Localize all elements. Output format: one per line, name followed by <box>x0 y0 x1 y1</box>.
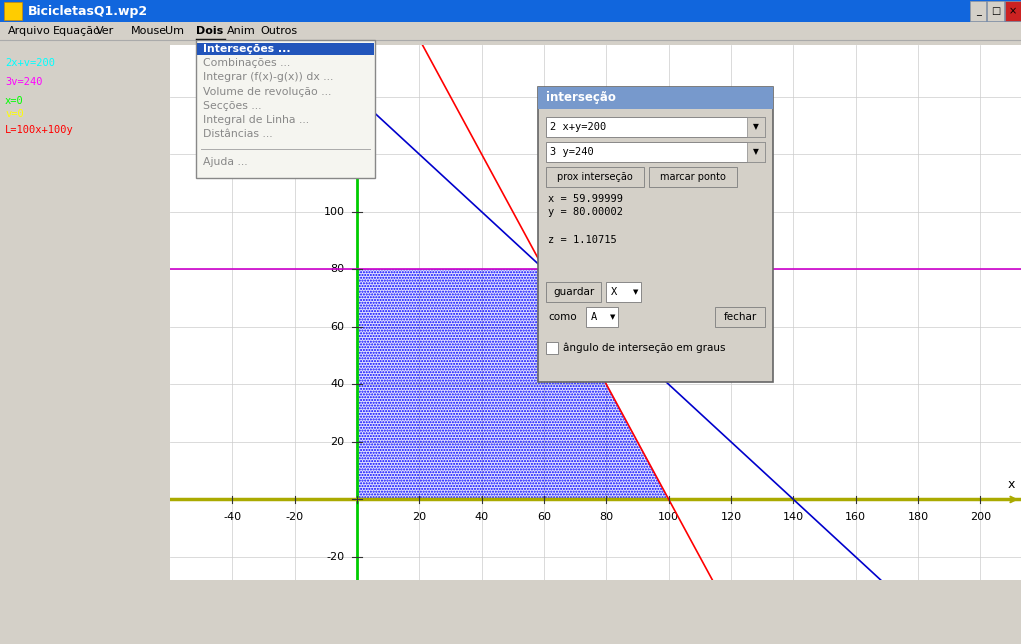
Text: Equação: Equação <box>53 26 101 36</box>
Text: 140: 140 <box>783 513 804 522</box>
Text: ×: × <box>1009 6 1017 16</box>
Text: guardar: guardar <box>553 287 594 297</box>
Text: -40: -40 <box>224 513 241 522</box>
Text: y = 80.00002: y = 80.00002 <box>548 207 623 217</box>
Text: v=0: v=0 <box>5 109 23 119</box>
Text: L=100x+100y: L=100x+100y <box>5 125 74 135</box>
Text: 120: 120 <box>324 149 344 159</box>
Text: ▼: ▼ <box>753 147 759 156</box>
Text: 80: 80 <box>599 513 614 522</box>
Text: interseção: interseção <box>546 91 616 104</box>
Text: 120: 120 <box>721 513 741 522</box>
Text: 40: 40 <box>331 379 344 390</box>
Text: X: X <box>611 287 618 297</box>
Text: Anim: Anim <box>227 26 255 36</box>
Text: marcar ponto: marcar ponto <box>660 172 726 182</box>
Text: Integrar (f(x)-g(x)) dx ...: Integrar (f(x)-g(x)) dx ... <box>203 72 334 82</box>
Text: -20: -20 <box>286 513 304 522</box>
Text: ▼: ▼ <box>610 314 616 320</box>
Text: x = 59.99999: x = 59.99999 <box>548 194 623 204</box>
Text: Combinações ...: Combinações ... <box>203 59 290 68</box>
Text: 160: 160 <box>845 513 866 522</box>
Text: ▼: ▼ <box>753 122 759 131</box>
Text: 2 x+y=200: 2 x+y=200 <box>550 122 606 132</box>
Text: BicicletasQ1.wp2: BicicletasQ1.wp2 <box>28 5 148 17</box>
Text: 40: 40 <box>475 513 489 522</box>
Text: Secções ...: Secções ... <box>203 100 261 111</box>
Text: fechar: fechar <box>723 312 757 322</box>
Text: Integral de Linha ...: Integral de Linha ... <box>203 115 309 125</box>
Text: 60: 60 <box>331 322 344 332</box>
Text: ângulo de interseção em graus: ângulo de interseção em graus <box>563 343 726 354</box>
Text: 140: 140 <box>324 92 344 102</box>
Text: Um: Um <box>165 26 185 36</box>
Text: 80: 80 <box>331 264 344 274</box>
Text: _: _ <box>976 6 980 16</box>
Text: Ver: Ver <box>96 26 114 36</box>
Text: Dois: Dois <box>196 26 224 36</box>
Text: Ajuda ...: Ajuda ... <box>203 157 248 167</box>
Text: □: □ <box>990 6 1001 16</box>
Text: 100: 100 <box>659 513 679 522</box>
Text: como: como <box>548 312 577 322</box>
Text: 60: 60 <box>537 513 551 522</box>
Text: Outros: Outros <box>260 26 297 36</box>
Text: 3v=240: 3v=240 <box>5 77 43 87</box>
Text: A: A <box>591 312 597 322</box>
Text: 100: 100 <box>324 207 344 217</box>
Text: prox interseção: prox interseção <box>557 172 633 182</box>
Text: 20: 20 <box>412 513 427 522</box>
Polygon shape <box>357 269 669 500</box>
Text: 20: 20 <box>331 437 344 447</box>
Text: 2x+v=200: 2x+v=200 <box>5 57 55 68</box>
Text: Interseções ...: Interseções ... <box>203 44 291 54</box>
Text: Mouse: Mouse <box>131 26 166 36</box>
Text: z = 1.10715: z = 1.10715 <box>548 235 617 245</box>
Text: Arquivo: Arquivo <box>8 26 51 36</box>
Text: x: x <box>1008 478 1015 491</box>
Text: 200: 200 <box>970 513 991 522</box>
Text: 3 y=240: 3 y=240 <box>550 147 594 157</box>
Text: -20: -20 <box>327 552 344 562</box>
Text: 180: 180 <box>908 513 929 522</box>
Text: Volume de revolução ...: Volume de revolução ... <box>203 86 332 97</box>
Text: Distâncias ...: Distâncias ... <box>203 129 273 139</box>
Text: ▼: ▼ <box>633 289 638 295</box>
Text: x=0: x=0 <box>5 96 23 106</box>
